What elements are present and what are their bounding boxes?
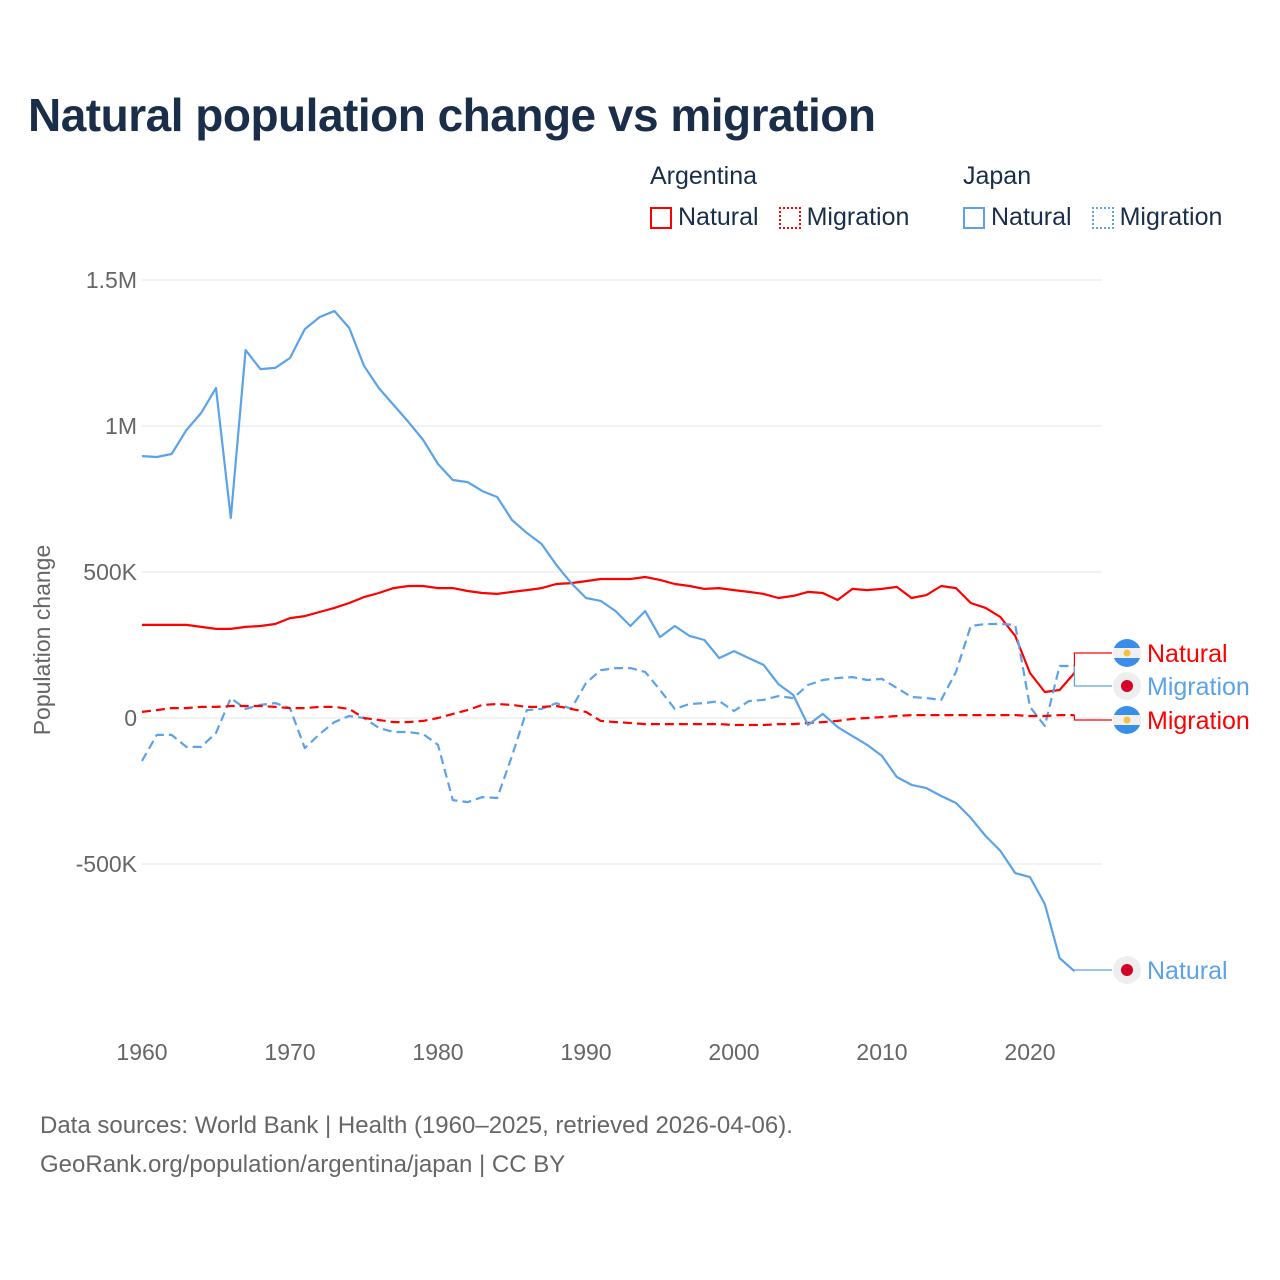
y-tick-label: -500K: [76, 851, 138, 877]
y-tick-label: 1.5M: [86, 267, 137, 293]
legend-item-japan-natural[interactable]: Natural: [963, 203, 1072, 232]
series-line-japan-migration: [141, 622, 1075, 804]
flag-disc: [1121, 680, 1133, 692]
x-tick-label: 1970: [264, 1039, 315, 1065]
legend-group-argentina: Argentina Natural Migration: [650, 162, 909, 232]
legend-group-japan: Japan Natural Migration: [963, 162, 1222, 232]
series-end-label: Natural: [1147, 957, 1228, 985]
x-tick-label: 1980: [412, 1039, 463, 1065]
y-axis-label: Population change: [29, 545, 55, 736]
legend-item-japan-migration[interactable]: Migration: [1091, 203, 1223, 232]
x-tick-label: 1960: [116, 1039, 167, 1065]
footer-sources: Data sources: World Bank | Health (1960–…: [40, 1112, 793, 1139]
footer: Data sources: World Bank | Health (1960–…: [40, 1106, 793, 1184]
japan-flag-icon: [1113, 956, 1141, 984]
legend-swatch-dotted: [1091, 206, 1114, 229]
x-tick-label: 2020: [1004, 1039, 1055, 1065]
series-end-label: Migration: [1147, 707, 1250, 735]
series-line-japan-natural: [141, 309, 1076, 973]
flag-disc: [1121, 964, 1133, 976]
x-tick-label: 2000: [708, 1039, 759, 1065]
legend-label: Migration: [806, 203, 910, 231]
legend-group-title: Japan: [963, 162, 1032, 190]
flag-sun: [1123, 649, 1131, 657]
chart-title: Natural population change vs migration: [28, 89, 876, 141]
argentina-flag-icon: [1113, 706, 1141, 734]
japan-flag-icon: [1113, 672, 1141, 700]
legend-label: Natural: [678, 203, 759, 231]
legend-swatch-solid: [963, 206, 985, 229]
footer-link[interactable]: GeoRank.org/population/argentina/japan |…: [40, 1151, 566, 1178]
plot-area: 1.5M 1M 500K 0 -500K 1960 1970 1980 1990 2000 201…: [29, 267, 1250, 1065]
flag-sun: [1123, 716, 1131, 724]
legend-swatch-dotted: [778, 206, 801, 229]
x-tick-label: 2010: [856, 1039, 907, 1065]
legend-label: Natural: [991, 203, 1072, 231]
y-tick-label: 500K: [83, 559, 137, 585]
y-tick-label: 1M: [105, 413, 137, 439]
series-line-argentina-migration: [141, 702, 1075, 727]
series-line-argentina-natural: [142, 575, 1076, 694]
legend-label: Migration: [1119, 203, 1223, 231]
legend-item-argentina-migration[interactable]: Migration: [778, 203, 910, 232]
label-leader-line: [1073, 969, 1112, 972]
y-tick-label: 0: [124, 705, 137, 731]
legend-group-title: Argentina: [650, 162, 758, 190]
label-leader-line: [1073, 715, 1112, 721]
series-end-label: Migration: [1147, 673, 1250, 701]
legend-swatch-solid: [650, 206, 672, 229]
label-leader-line: [1073, 652, 1112, 674]
x-tick-label: 1990: [560, 1039, 611, 1065]
label-leader-line: [1073, 666, 1112, 687]
legend-item-argentina-natural[interactable]: Natural: [650, 203, 759, 232]
argentina-flag-icon: [1113, 639, 1141, 667]
series-end-label: Natural: [1147, 640, 1228, 668]
